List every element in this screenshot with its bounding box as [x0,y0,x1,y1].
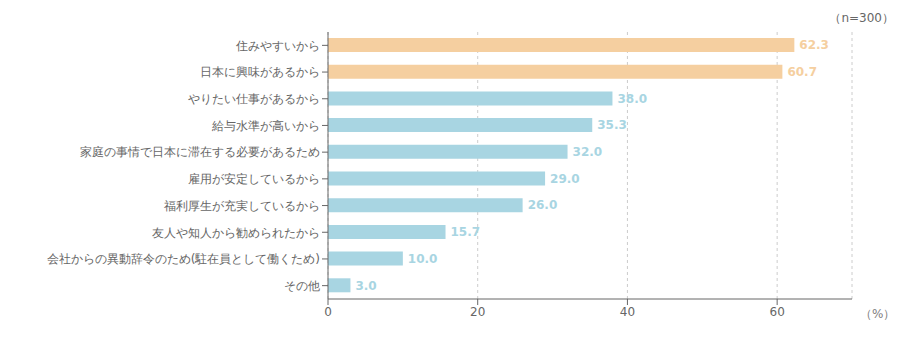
svg-text:60: 60 [770,305,785,319]
svg-text:給与水準が高いから: 給与水準が高いから [211,119,320,133]
svg-text:40: 40 [620,305,635,319]
svg-text:29.0: 29.0 [550,172,580,186]
svg-text:やりたい仕事があるから: やりたい仕事があるから [188,92,320,106]
svg-text:20: 20 [470,305,485,319]
svg-text:雇用が安定しているから: 雇用が安定しているから [188,172,320,186]
svg-text:福利厚生が充実しているから: 福利厚生が充実しているから [164,199,320,213]
svg-text:15.7: 15.7 [451,225,481,239]
svg-text:（%）: （%） [860,307,895,321]
svg-text:35.3: 35.3 [597,118,627,132]
svg-text:26.0: 26.0 [528,198,558,212]
svg-text:会社からの異動辞令のため(駐在員として働くため): 会社からの異動辞令のため(駐在員として働くため) [47,252,320,266]
svg-text:32.0: 32.0 [573,145,603,159]
svg-text:38.0: 38.0 [617,92,647,106]
svg-text:日本に興味があるから: 日本に興味があるから [200,65,320,79]
svg-text:3.0: 3.0 [355,279,376,293]
svg-text:その他: その他 [284,279,320,293]
svg-text:10.0: 10.0 [408,252,438,266]
svg-text:家庭の事情で日本に滞在する必要があるため: 家庭の事情で日本に滞在する必要があるため [80,145,320,159]
svg-text:住みやすいから: 住みやすいから [235,39,320,53]
svg-text:友人や知人から勧められたから: 友人や知人から勧められたから [152,226,320,240]
svg-text:0: 0 [324,305,332,319]
html-text:（n=300）: （n=300） [829,11,894,25]
svg-text:62.3: 62.3 [799,38,829,52]
svg-text:60.7: 60.7 [787,65,817,79]
